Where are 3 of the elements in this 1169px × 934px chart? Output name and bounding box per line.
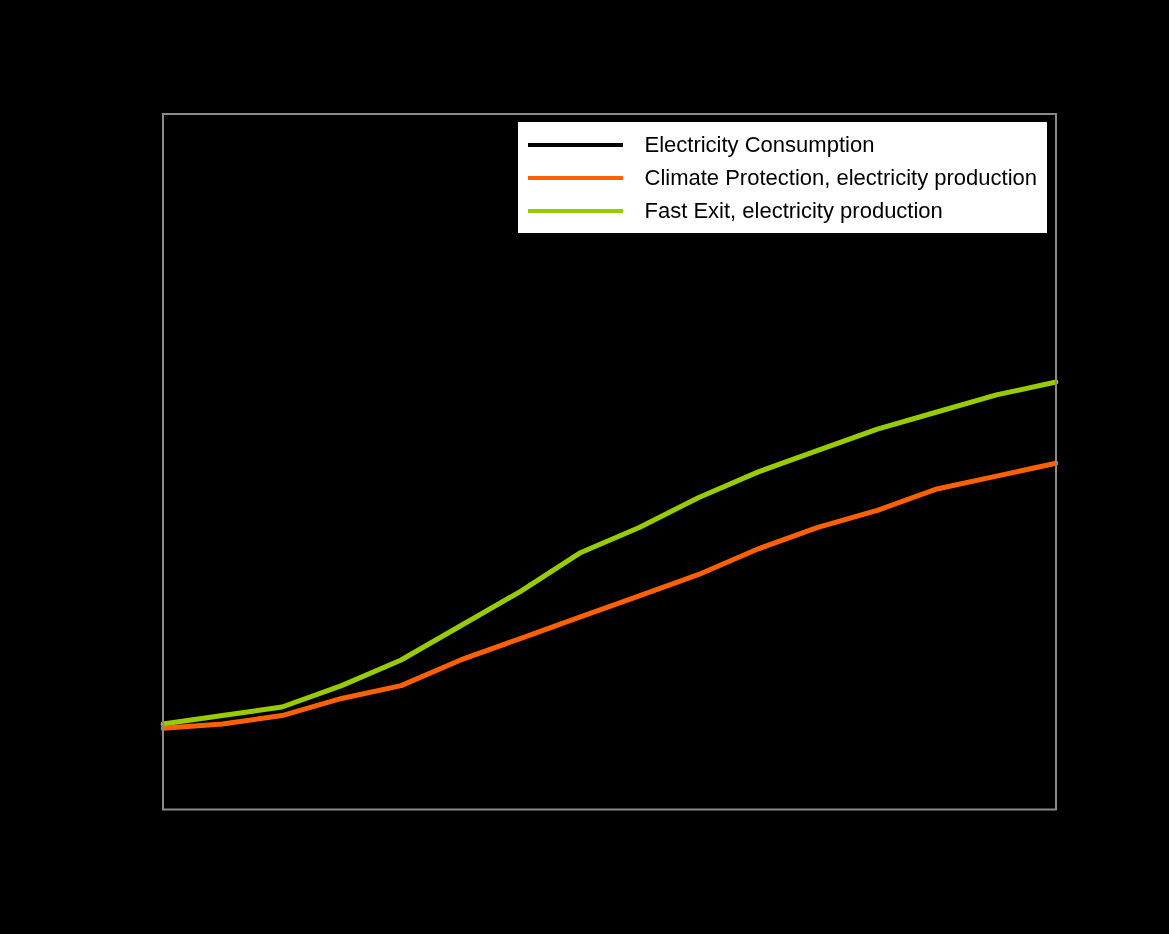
legend-label: Electricity Consumption (644, 131, 875, 158)
legend-label: Climate Protection, electricity production (644, 164, 1037, 191)
legend-label: Fast Exit, electricity production (644, 197, 943, 224)
